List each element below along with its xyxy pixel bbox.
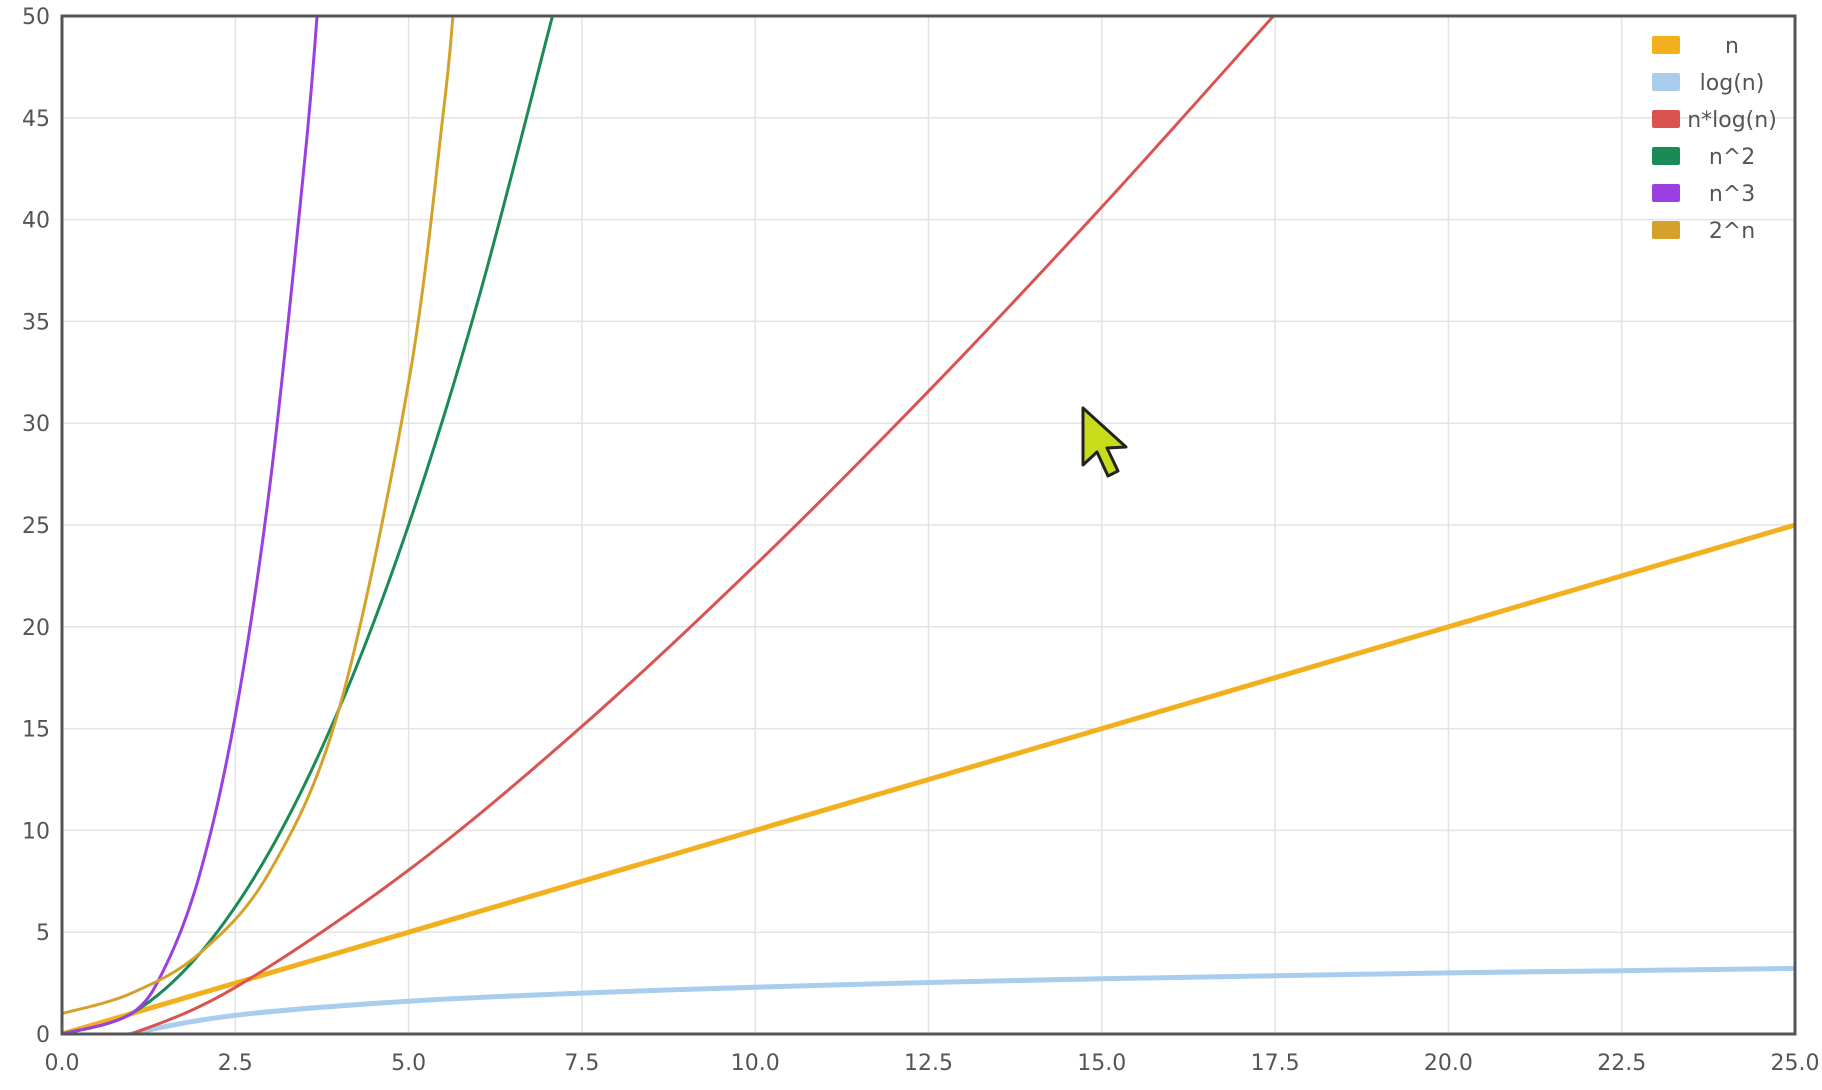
y-tick-label: 50 <box>22 5 50 30</box>
axes <box>60 14 1797 1036</box>
grid-lines <box>61 15 1796 1035</box>
y-tick-label: 10 <box>22 819 50 844</box>
x-tick-label: 0.0 <box>45 1051 80 1076</box>
x-tick-label: 15.0 <box>1077 1051 1126 1076</box>
x-tick-label: 7.5 <box>564 1051 599 1076</box>
series-line-2-n <box>62 16 455 1016</box>
x-tick-label: 25.0 <box>1771 1051 1820 1076</box>
x-tick-label: 22.5 <box>1597 1051 1646 1076</box>
legend-swatch <box>1652 36 1680 54</box>
plot-frame <box>60 14 1797 1036</box>
series-lines <box>62 16 1795 1034</box>
y-tick-label: 20 <box>22 616 50 641</box>
x-tick-label: 20.0 <box>1424 1051 1473 1076</box>
x-tick-label: 5.0 <box>391 1051 426 1076</box>
series-line-n-2 <box>62 16 555 1034</box>
legend: n log(n) n*log(n) n^2 n^3 2^n <box>1652 34 1777 244</box>
legend-label: 2^n <box>1709 219 1755 244</box>
y-tick-label: 35 <box>22 310 50 335</box>
series-line-n-log-n- <box>126 16 1276 1034</box>
x-tick-label: 10.0 <box>731 1051 780 1076</box>
legend-label: log(n) <box>1700 71 1765 96</box>
x-tick-label: 12.5 <box>904 1051 953 1076</box>
series-line-n-3 <box>62 16 319 1034</box>
legend-swatch <box>1652 73 1680 91</box>
legend-swatch <box>1652 221 1680 239</box>
legend-swatch <box>1652 147 1680 165</box>
y-tick-label: 45 <box>22 107 50 132</box>
y-axis-ticks: 0 5 10 15 20 25 30 35 40 45 50 <box>22 5 50 1048</box>
y-tick-label: 0 <box>36 1023 50 1048</box>
series-line-n <box>62 522 1795 1034</box>
legend-label: n^3 <box>1709 182 1755 207</box>
x-tick-label: 2.5 <box>218 1051 253 1076</box>
x-axis-ticks: 0.0 2.5 5.0 7.5 10.0 12.5 15.0 17.5 20.0 22.5 25.0 <box>45 1051 1820 1076</box>
y-tick-label: 40 <box>22 209 50 234</box>
legend-swatch <box>1652 110 1680 128</box>
y-tick-label: 15 <box>22 718 50 743</box>
legend-label: n <box>1725 34 1739 59</box>
legend-label: n^2 <box>1709 145 1755 170</box>
y-tick-label: 30 <box>22 412 50 437</box>
legend-label: n*log(n) <box>1687 108 1777 133</box>
y-tick-label: 5 <box>36 921 50 946</box>
mouse-cursor-icon <box>1081 406 1128 478</box>
legend-swatch <box>1652 184 1680 202</box>
y-tick-label: 25 <box>22 514 50 539</box>
series-line-log-n- <box>120 965 1795 1034</box>
x-tick-label: 17.5 <box>1251 1051 1300 1076</box>
